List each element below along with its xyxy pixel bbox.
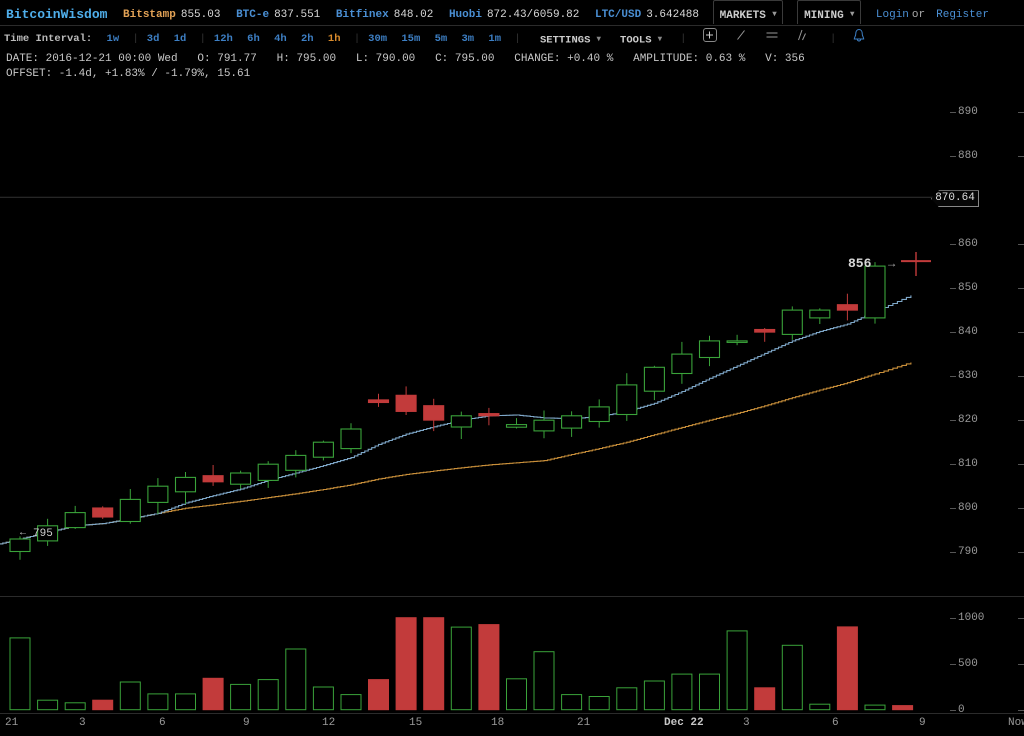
svg-text:856: 856 bbox=[848, 256, 872, 271]
svg-text:→: → bbox=[888, 257, 896, 271]
svg-text:795: 795 bbox=[33, 528, 53, 540]
svg-text:←: ← bbox=[20, 528, 26, 539]
